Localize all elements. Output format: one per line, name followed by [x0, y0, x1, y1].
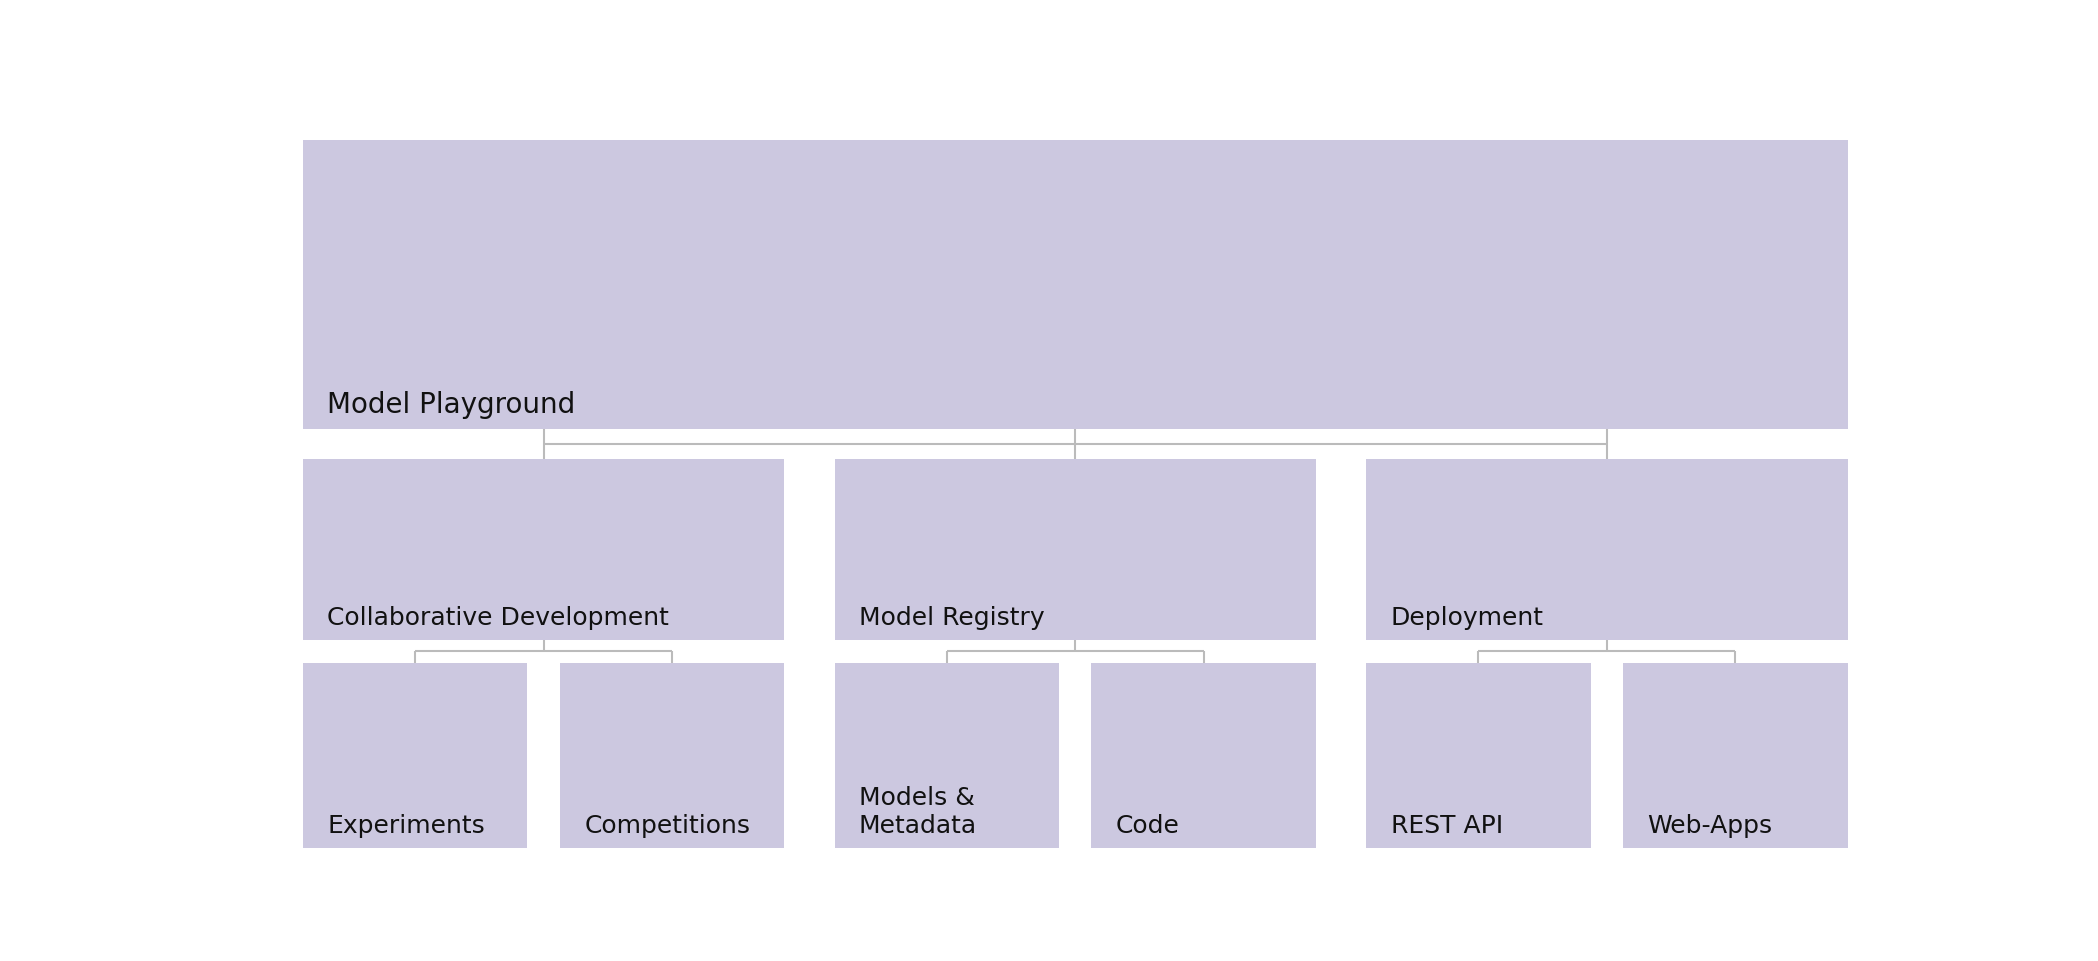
Text: Model Playground: Model Playground: [327, 391, 575, 419]
FancyBboxPatch shape: [560, 663, 785, 848]
FancyBboxPatch shape: [1366, 663, 1590, 848]
FancyBboxPatch shape: [835, 663, 1059, 848]
FancyBboxPatch shape: [1366, 459, 1848, 641]
FancyBboxPatch shape: [302, 663, 527, 848]
Text: Model Registry: Model Registry: [858, 605, 1045, 629]
FancyBboxPatch shape: [302, 141, 1848, 430]
Text: Experiments: Experiments: [327, 813, 485, 837]
FancyBboxPatch shape: [302, 459, 785, 641]
Text: Deployment: Deployment: [1391, 605, 1544, 629]
FancyBboxPatch shape: [1624, 663, 1848, 848]
Text: REST API: REST API: [1391, 813, 1502, 837]
FancyBboxPatch shape: [835, 459, 1315, 641]
Text: Code: Code: [1116, 813, 1179, 837]
Text: Web-Apps: Web-Apps: [1647, 813, 1773, 837]
FancyBboxPatch shape: [1091, 663, 1315, 848]
Text: Competitions: Competitions: [583, 813, 751, 837]
Text: Collaborative Development: Collaborative Development: [327, 605, 669, 629]
Text: Models &
Metadata: Models & Metadata: [858, 785, 978, 837]
